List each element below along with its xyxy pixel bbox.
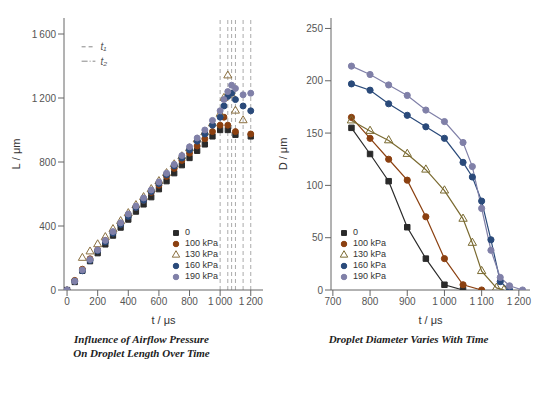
svg-text:1 000: 1 000 <box>208 296 233 307</box>
svg-text:t₁: t₁ <box>100 41 106 52</box>
svg-text:600: 600 <box>151 296 168 307</box>
svg-text:200: 200 <box>306 75 323 86</box>
svg-text:900: 900 <box>399 296 416 307</box>
svg-text:1 100: 1 100 <box>470 296 495 307</box>
svg-text:200: 200 <box>89 296 106 307</box>
html-text:130 kPa: 130 kPa <box>185 249 218 259</box>
html-text:100 kPa: 100 kPa <box>185 238 218 248</box>
svg-text:t / μs: t / μs <box>151 314 176 326</box>
svg-text:400: 400 <box>39 221 56 232</box>
svg-text:0: 0 <box>317 285 323 296</box>
html-text:0: 0 <box>185 227 190 237</box>
html-text:Influence of Airflow Pressure: Influence of Airflow Pressure On Droplet… <box>73 333 210 359</box>
svg-text:0: 0 <box>64 296 70 307</box>
svg-text:250: 250 <box>306 23 323 34</box>
svg-text:L / μm: L / μm <box>10 139 22 170</box>
svg-text:D / μm: D / μm <box>277 138 289 171</box>
svg-text:800: 800 <box>39 157 56 168</box>
svg-text:800: 800 <box>181 296 198 307</box>
svg-text:t₂: t₂ <box>100 56 107 67</box>
svg-text:1 600: 1 600 <box>32 29 57 40</box>
svg-text:700: 700 <box>325 296 342 307</box>
svg-text:t / μs: t / μs <box>418 314 443 326</box>
svg-text:1 200: 1 200 <box>239 296 264 307</box>
html-text:Droplet Diameter Varies With T: Droplet Diameter Varies With Time <box>328 333 489 345</box>
svg-text:800: 800 <box>362 296 379 307</box>
svg-text:50: 50 <box>312 232 324 243</box>
html-text:190 kPa: 190 kPa <box>353 271 386 281</box>
svg-text:1 000: 1 000 <box>432 296 457 307</box>
html-text:0: 0 <box>353 227 358 237</box>
html-text:130 kPa: 130 kPa <box>353 249 386 259</box>
svg-text:1 200: 1 200 <box>32 93 57 104</box>
svg-text:100: 100 <box>306 180 323 191</box>
html-text:190 kPa: 190 kPa <box>185 271 218 281</box>
html-text:160 kPa: 160 kPa <box>353 260 386 270</box>
svg-text:400: 400 <box>120 296 137 307</box>
html-text:160 kPa: 160 kPa <box>185 260 218 270</box>
svg-text:1 200: 1 200 <box>507 296 532 307</box>
html-text:100 kPa: 100 kPa <box>353 238 386 248</box>
svg-text:150: 150 <box>306 128 323 139</box>
svg-text:0: 0 <box>50 285 56 296</box>
